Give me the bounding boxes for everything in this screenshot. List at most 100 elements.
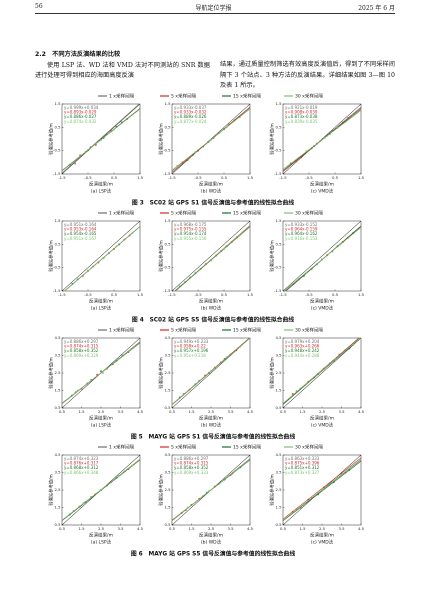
plot-area <box>62 104 140 174</box>
y-tick-label: 1.5 <box>54 505 61 510</box>
x-tick-label: 0.5 <box>111 175 118 180</box>
y-axis-label: 验潮站参考值/m <box>158 357 165 388</box>
x-tick-label: -1.5 <box>168 175 176 180</box>
y-axis-label: 验潮站参考值/m <box>269 357 276 388</box>
legend-label: 15 x采样间隔 <box>233 210 261 217</box>
legend-label: 5 x采样间隔 <box>171 327 196 334</box>
fit-label: y=0.949x+0.233 <box>174 339 209 344</box>
plot-area <box>172 338 250 408</box>
x-tick-label: 0.5 <box>280 526 287 531</box>
fit-label: y=0.875x+0.396 <box>285 461 320 466</box>
fit-line <box>283 338 361 404</box>
subcaption: (c) VMD法 <box>311 305 334 312</box>
x-tick-label: 1.5 <box>78 526 85 531</box>
x-tick-label: 0.5 <box>111 292 118 297</box>
fit-label: y=0.886x+0.297 <box>64 339 99 344</box>
plot-area <box>172 455 250 525</box>
figure-caption: 图 4 SC02 站 GPS S5 信号反演值与参考值的线性拟合曲线 <box>132 316 294 324</box>
x-tick-label: 2.5 <box>98 526 105 531</box>
plot-area <box>62 338 140 408</box>
fit-label: y=0.866x+0.348 <box>64 470 99 475</box>
x-tick-label: -0.5 <box>194 175 202 180</box>
y-tick-label: 0.5 <box>275 124 282 129</box>
fit-line <box>283 227 361 291</box>
plot-area <box>62 455 140 525</box>
fit-label: y=0.955x-0.156 <box>174 236 207 241</box>
x-tick-label: 1.5 <box>137 175 144 180</box>
issue-date: 2025 年 6 月 <box>358 5 395 12</box>
legend-label: 15 x采样间隔 <box>233 327 261 334</box>
fit-label: y=0.979x+0.204 <box>285 339 320 344</box>
x-tick-label: 4.5 <box>137 526 144 531</box>
x-tick-label: 1.5 <box>188 409 195 414</box>
x-tick-label: 4.5 <box>247 526 254 531</box>
fit-label: y=0.839x-0.035 <box>285 119 318 124</box>
x-tick-label: 2.5 <box>319 526 326 531</box>
y-axis-label: 验潮站参考值/m <box>158 474 165 505</box>
reference-line <box>283 221 361 291</box>
y-axis-label: 验潮站参考值/m <box>48 240 55 271</box>
fit-line <box>283 461 361 522</box>
y-tick-label: 1.5 <box>54 388 61 393</box>
fit-label: y=0.889x-0.026 <box>174 114 207 119</box>
x-tick-label: -1.5 <box>58 292 66 297</box>
y-tick-label: -1.5 <box>274 171 282 176</box>
y-tick-label: 0.5 <box>164 241 171 246</box>
figure-caption: 图 6 MAYG 站 GPS S5 信号反演值与参考值的线性拟合曲线 <box>131 550 296 558</box>
subcaption: (c) VMD法 <box>311 422 334 429</box>
x-tick-label: -1.5 <box>168 292 176 297</box>
y-tick-label: -0.5 <box>163 148 171 153</box>
y-tick-label: 1.5 <box>164 101 171 106</box>
x-tick-label: 3.5 <box>117 409 124 414</box>
fit-label: y=0.858x+0.352 <box>174 465 209 470</box>
x-tick-label: 4.5 <box>358 526 365 531</box>
fit-label: y=0.999x+0.034 <box>64 105 99 110</box>
x-tick-label: 0.5 <box>221 175 228 180</box>
x-tick-label: -1.5 <box>279 292 287 297</box>
y-tick-label: 2.5 <box>164 487 171 492</box>
fit-label: y=0.964x-0.159 <box>285 227 318 232</box>
figure-caption: 图 3 SC02 站 GPS S1 信号反演值与参考值的线性拟合曲线 <box>132 199 294 207</box>
x-tick-label: 1.5 <box>247 292 254 297</box>
fit-label: y=0.933x-0.032 <box>174 110 207 115</box>
fit-label: y=0.873x-0.038 <box>285 114 318 119</box>
fit-label: y=0.876x+0.317 <box>64 461 99 466</box>
fit-label: y=0.921x-0.019 <box>285 105 318 110</box>
fit-label: y=0.858x+0.352 <box>64 348 99 353</box>
fit-label: y=0.868x+0.312 <box>64 465 99 470</box>
y-tick-label: 3.5 <box>275 470 282 475</box>
fit-label: y=0.933x-0.037 <box>174 105 207 110</box>
y-tick-label: 0.5 <box>275 522 282 527</box>
y-tick-label: 0.5 <box>54 124 61 129</box>
fit-label: y=0.975x-0.155 <box>174 227 207 232</box>
subcaption: (a) LSP法 <box>91 539 112 546</box>
fit-label: y=0.948x+0.242 <box>285 348 320 353</box>
x-tick-label: 1.5 <box>358 292 365 297</box>
subcaption: (b) WD法 <box>201 305 222 312</box>
legend-label: 1 x采样间隔 <box>109 444 134 451</box>
x-axis-label: 反演结果/m <box>199 298 223 305</box>
reference-line <box>62 221 140 291</box>
fit-label: y=0.944x+0.288 <box>285 353 320 358</box>
y-tick-label: 1.5 <box>275 505 282 510</box>
fit-line <box>172 108 250 171</box>
y-tick-label: 0.5 <box>164 124 171 129</box>
x-tick-label: 0.5 <box>221 292 228 297</box>
y-tick-label: 0.5 <box>54 405 61 410</box>
y-axis-label: 验潮站参考值/m <box>158 240 165 271</box>
y-tick-label: 3.5 <box>54 470 61 475</box>
legend-label: 5 x采样间隔 <box>171 93 196 100</box>
data-point <box>74 162 76 165</box>
fit-label: y=0.874x-0.032 <box>64 119 97 124</box>
fit-label: y=0.863x+0.333 <box>285 456 320 461</box>
fit-label: y=0.874x+0.315 <box>174 461 209 466</box>
plot-area <box>172 221 250 291</box>
y-axis-label: 验潮站参考值/m <box>48 474 55 505</box>
x-tick-label: 3.5 <box>117 526 124 531</box>
y-tick-label: 4.5 <box>54 335 61 340</box>
data-point <box>223 248 225 250</box>
y-tick-label: 0.5 <box>275 241 282 246</box>
y-tick-label: -0.5 <box>53 265 61 270</box>
x-tick-label: 1.5 <box>299 409 306 414</box>
x-tick-label: 0.5 <box>332 292 339 297</box>
